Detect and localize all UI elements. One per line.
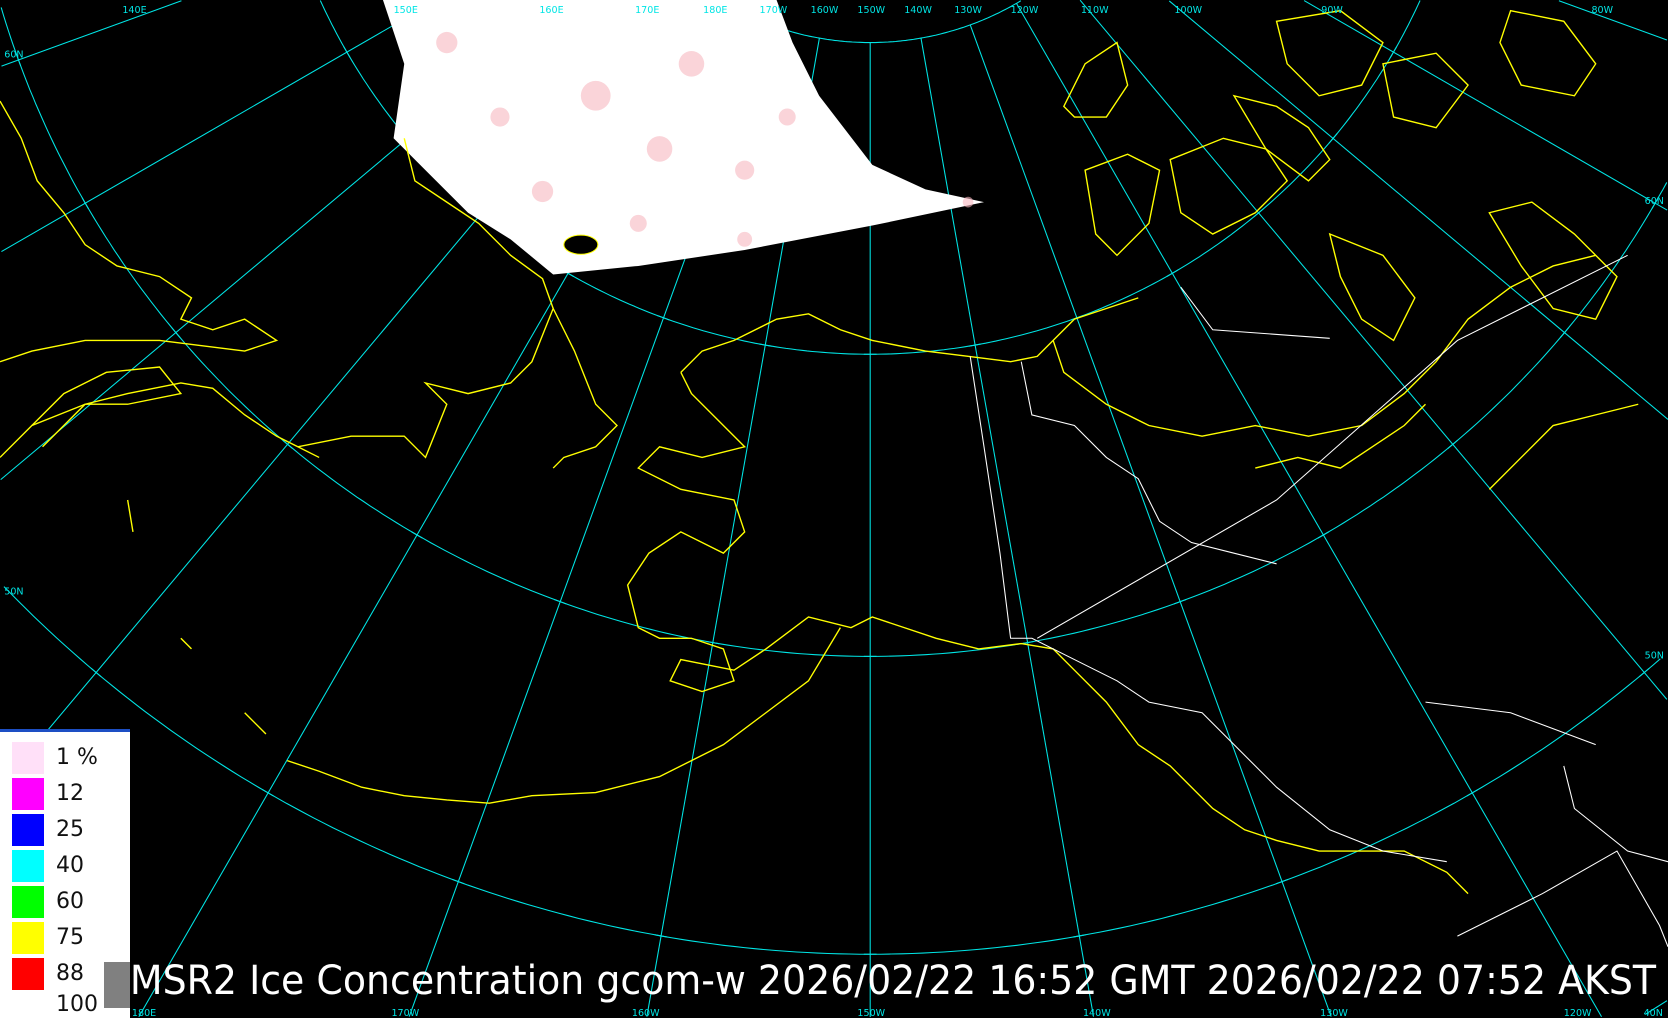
ice-texture [436,31,974,247]
legend-swatch [12,778,44,810]
legend-item: 1 % [12,742,132,776]
graticule-tick [81,197,89,209]
legend-item: 40 [12,850,132,884]
sea-ice-region [382,0,985,275]
label-bottom-140w: 140W [1083,1008,1111,1018]
legend-label: 1 % [56,745,98,770]
legend-label: 12 [56,781,84,806]
coastlines [0,9,1639,895]
label-left-50n: 50N [4,587,23,598]
graticule-tick [1328,133,1338,144]
meridian-line [1,0,182,67]
legend-item: 12 [12,778,132,812]
label-120w: 120W [1011,5,1039,16]
island [563,234,599,255]
graticule-tick [411,531,423,539]
graticule-tick [1072,934,1086,938]
latitude-circle [3,586,1661,955]
legend-item: 75 [12,922,132,956]
label-180e: 180E [703,5,727,16]
latitude-circle [0,7,1668,657]
meridian-line [1558,0,1668,41]
label-bottom-150w: 150W [857,1008,885,1018]
meridian-line [920,38,1095,1017]
legend-swatch [12,814,44,846]
label-170w: 170W [760,5,788,16]
label-90w: 90W [1321,5,1343,16]
legend-label: 88 [56,961,84,986]
label-170e: 170E [635,5,659,16]
graticule-tick [171,327,181,338]
graticule-tick [15,53,22,67]
label-right-50n: 50N [1645,650,1664,661]
label-130w: 130W [954,5,982,16]
political-borders [969,254,1668,947]
graticule-tick [657,315,670,321]
label-150w: 150W [857,5,885,16]
legend-label: 75 [56,925,84,950]
graticule-tick [1275,878,1289,885]
legend-item: 60 [12,886,132,920]
legend-swatch [12,958,44,990]
graticule-tick [343,46,351,58]
label-160w: 160W [811,5,839,16]
label-bottom-130w: 130W [1320,1008,1348,1018]
label-right-60n: 60N [1645,196,1664,207]
legend-label: 25 [56,817,84,842]
label-150e: 150E [394,5,418,16]
meridian-line [969,24,1332,1017]
map-title: AMSR2 Ice Concentration gcom-w 2026/02/2… [104,958,1657,1004]
graticule-tick [1559,327,1570,338]
meridian-line [1079,0,1668,700]
graticule-tick [758,343,772,347]
graticule-tick [654,934,668,938]
legend-swatch [12,886,44,918]
label-100w: 100W [1174,5,1202,16]
graticule-labels: 140E 150E 160E 170E 180E 170W 160W 150W … [4,5,1664,1018]
graticule-tick [1639,667,1650,678]
label-bottom-160w: 160W [632,1008,660,1018]
label-bottom-40n: 40N [1644,1008,1663,1018]
graticule-tick [1317,531,1330,539]
graticule-tick [1253,208,1264,218]
label-bottom-170w: 170W [391,1008,419,1018]
meridian-line [1168,0,1668,420]
legend-swatch [12,742,44,774]
label-80w: 80W [1591,5,1613,16]
graticule-tick [262,789,274,797]
graticule-tick [1447,439,1459,449]
graticule-tick [554,599,567,605]
meridian-line [1303,0,1668,211]
legend-label: 60 [56,889,84,914]
legend-item: 88 [12,958,132,992]
label-bottom-120w: 120W [1564,1008,1592,1018]
graticule-tick [282,439,293,449]
label-110w: 110W [1081,5,1109,16]
legend-swatch [12,850,44,882]
graticule-tick [1166,269,1179,277]
label-left-60n: 60N [4,49,23,60]
graticule-tick [1174,599,1187,605]
meridian-line [1,0,437,253]
graticule-tick [968,343,982,347]
legend-label: 40 [56,853,84,878]
graticule-tick [1389,46,1398,58]
latitude-circle [1644,1000,1668,1015]
label-140w: 140W [904,5,932,16]
graticule-tick [90,667,102,678]
label-160e: 160E [539,5,563,16]
graticule-tick [706,640,720,645]
legend-item: 25 [12,814,132,848]
graticule-tick [452,878,465,885]
label-bottom-180e: 180E [132,1008,156,1018]
meridian-line [1016,3,1603,1018]
graticule-tick [1466,789,1479,797]
graticule-tick [1651,197,1659,209]
label-140e: 140E [122,5,146,16]
legend-swatch [12,922,44,954]
title-marker [104,962,130,1008]
legend-label-max: 100 [56,992,98,1017]
